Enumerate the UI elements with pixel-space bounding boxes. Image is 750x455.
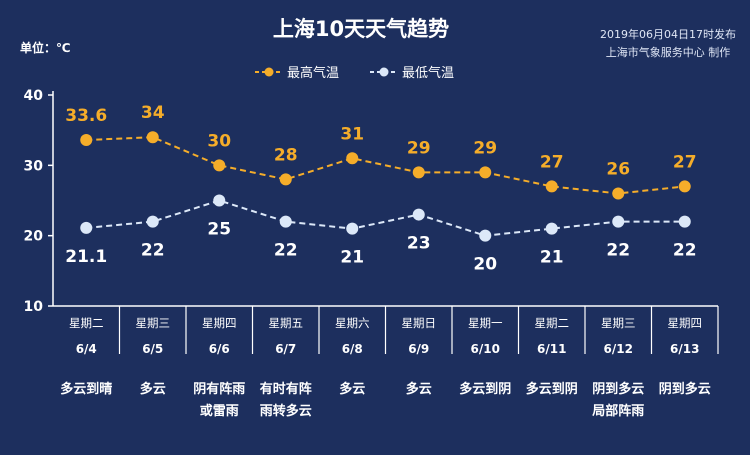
legend: 最高气温 最低气温 xyxy=(255,65,454,81)
weather-label: 多云 xyxy=(406,381,432,397)
date-label: 6/4 xyxy=(76,342,97,356)
weekday-label: 星期四 xyxy=(668,316,703,330)
weather-label: 雨转多云 xyxy=(260,403,312,419)
weather-label: 阴到多云 xyxy=(659,381,711,397)
weekday-label: 星期三 xyxy=(136,316,171,330)
unit-label: 单位：℃ xyxy=(20,40,71,55)
weather-label: 多云 xyxy=(339,381,365,397)
y-tick-label: 10 xyxy=(24,299,44,315)
weather-label: 阴有阵雨 xyxy=(193,381,245,397)
weekday-label: 星期三 xyxy=(601,316,636,330)
weekday-label: 星期二 xyxy=(535,316,570,330)
data-point-low xyxy=(346,222,359,235)
weekday-label: 星期日 xyxy=(402,316,437,330)
data-point-low xyxy=(412,208,425,221)
weather-label: 或雷雨 xyxy=(200,403,239,419)
data-point-low xyxy=(213,194,226,207)
data-label-high: 30 xyxy=(207,131,231,151)
data-point-high xyxy=(545,180,558,193)
data-point-low xyxy=(678,215,691,228)
data-point-low xyxy=(612,215,625,228)
data-label-high: 34 xyxy=(141,103,165,123)
legend-low: 最低气温 xyxy=(370,65,454,81)
data-label-low: 22 xyxy=(274,241,298,261)
data-point-low xyxy=(146,215,159,228)
data-label-high: 31 xyxy=(340,124,364,144)
weather-label: 局部阵雨 xyxy=(592,403,644,419)
weather-label: 多云到阴 xyxy=(526,381,578,397)
weather-label: 多云 xyxy=(140,381,166,397)
data-label-low: 25 xyxy=(207,220,231,240)
y-tick-label: 30 xyxy=(24,158,44,174)
legend-high-marker xyxy=(264,67,274,77)
weekday-label: 星期六 xyxy=(335,316,370,330)
data-label-high: 28 xyxy=(274,145,298,165)
publish-time: 2019年06月04日17时发布 xyxy=(600,27,736,41)
data-point-high xyxy=(213,159,226,172)
series-line-high xyxy=(86,136,685,195)
date-label: 6/8 xyxy=(342,342,363,356)
data-label-high: 27 xyxy=(673,152,697,172)
data-label-high: 27 xyxy=(540,152,564,172)
weather-label: 有时有阵 xyxy=(260,381,312,397)
data-point-low xyxy=(545,222,558,235)
data-point-low xyxy=(279,215,292,228)
date-label: 6/6 xyxy=(209,342,230,356)
data-point-high xyxy=(479,166,492,179)
legend-low-marker xyxy=(379,67,389,77)
data-label-high: 26 xyxy=(606,159,630,179)
data-label-low: 21.1 xyxy=(65,247,107,267)
date-label: 6/11 xyxy=(537,342,566,356)
y-tick-label: 20 xyxy=(24,229,44,245)
date-label: 6/12 xyxy=(604,342,633,356)
data-point-high xyxy=(146,131,159,144)
weather-label: 阴到多云 xyxy=(592,381,644,397)
data-label-low: 22 xyxy=(141,241,165,261)
data-point-low xyxy=(479,229,492,242)
date-label: 6/13 xyxy=(670,342,699,356)
data-label-low: 21 xyxy=(340,248,364,268)
date-label: 6/10 xyxy=(471,342,500,356)
legend-high: 最高气温 xyxy=(255,65,339,81)
data-label-high: 29 xyxy=(473,138,497,158)
data-point-high xyxy=(80,134,93,147)
weather-label: 多云到晴 xyxy=(60,381,112,397)
data-point-high xyxy=(612,187,625,200)
data-label-low: 20 xyxy=(473,255,497,275)
publisher: 上海市气象服务中心 制作 xyxy=(606,45,731,59)
data-point-high xyxy=(678,180,691,193)
weekday-label: 星期二 xyxy=(69,316,104,330)
date-label: 6/9 xyxy=(408,342,429,356)
data-label-high: 29 xyxy=(407,138,431,158)
legend-high-label: 最高气温 xyxy=(287,65,339,81)
data-point-high xyxy=(346,152,359,165)
date-label: 6/7 xyxy=(275,342,296,356)
data-point-high xyxy=(279,173,292,186)
weekday-label: 星期一 xyxy=(468,316,503,330)
data-label-high: 33.6 xyxy=(65,106,107,126)
data-label-low: 22 xyxy=(673,241,697,261)
date-label: 6/5 xyxy=(142,342,163,356)
data-point-high xyxy=(412,166,425,179)
data-point-low xyxy=(80,221,93,234)
y-tick-label: 40 xyxy=(24,88,44,104)
chart-title: 上海10天天气趋势 xyxy=(273,17,449,41)
weekday-label: 星期五 xyxy=(269,316,304,330)
data-label-low: 21 xyxy=(540,248,564,268)
series-layer: 33.6 34 30 28 31 29 29 27 26 27 21.1 22 25 22 21 23 20 21… xyxy=(65,103,696,274)
data-label-low: 23 xyxy=(407,234,431,254)
series-line-low xyxy=(86,199,685,237)
weekday-label: 星期四 xyxy=(202,316,237,330)
weather-label: 多云到阴 xyxy=(459,381,511,397)
axes: 10 20 30 40 xyxy=(24,88,718,315)
legend-low-label: 最低气温 xyxy=(402,65,454,81)
data-label-low: 22 xyxy=(606,241,630,261)
